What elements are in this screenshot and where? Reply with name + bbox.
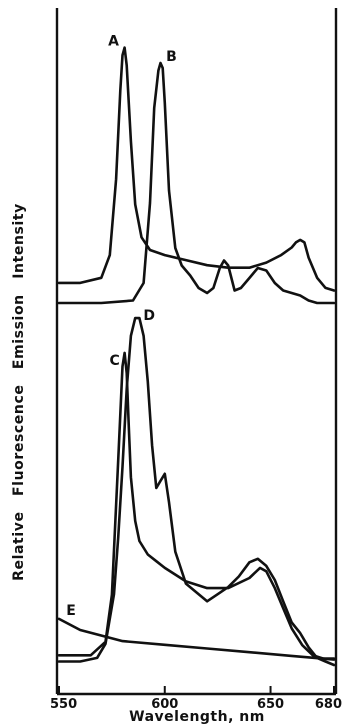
x-tick-label: 650 bbox=[257, 697, 284, 712]
trace-a bbox=[57, 46, 336, 292]
x-tick-label: 550 bbox=[50, 697, 77, 712]
trace-e bbox=[57, 617, 336, 661]
trace-d bbox=[57, 316, 336, 667]
series-label-d: D bbox=[143, 308, 155, 324]
plot-frame bbox=[55, 8, 338, 696]
series-label-e: E bbox=[66, 603, 76, 619]
x-tick-label: 680 bbox=[315, 697, 342, 712]
series-label-a: A bbox=[108, 34, 119, 50]
trace-b bbox=[57, 61, 336, 305]
traces bbox=[57, 46, 336, 667]
x-ticks: 550 600 650 680 bbox=[50, 686, 342, 712]
x-tick-label: 600 bbox=[151, 697, 178, 712]
series-labels: A B C D E bbox=[66, 34, 177, 619]
x-axis-label: Wavelength, nm bbox=[129, 709, 265, 725]
y-axis-label: Relative Fluorescence Emission Intensity bbox=[11, 203, 27, 581]
series-label-c: C bbox=[109, 353, 119, 369]
series-label-b: B bbox=[166, 49, 177, 65]
trace-c bbox=[57, 351, 336, 660]
